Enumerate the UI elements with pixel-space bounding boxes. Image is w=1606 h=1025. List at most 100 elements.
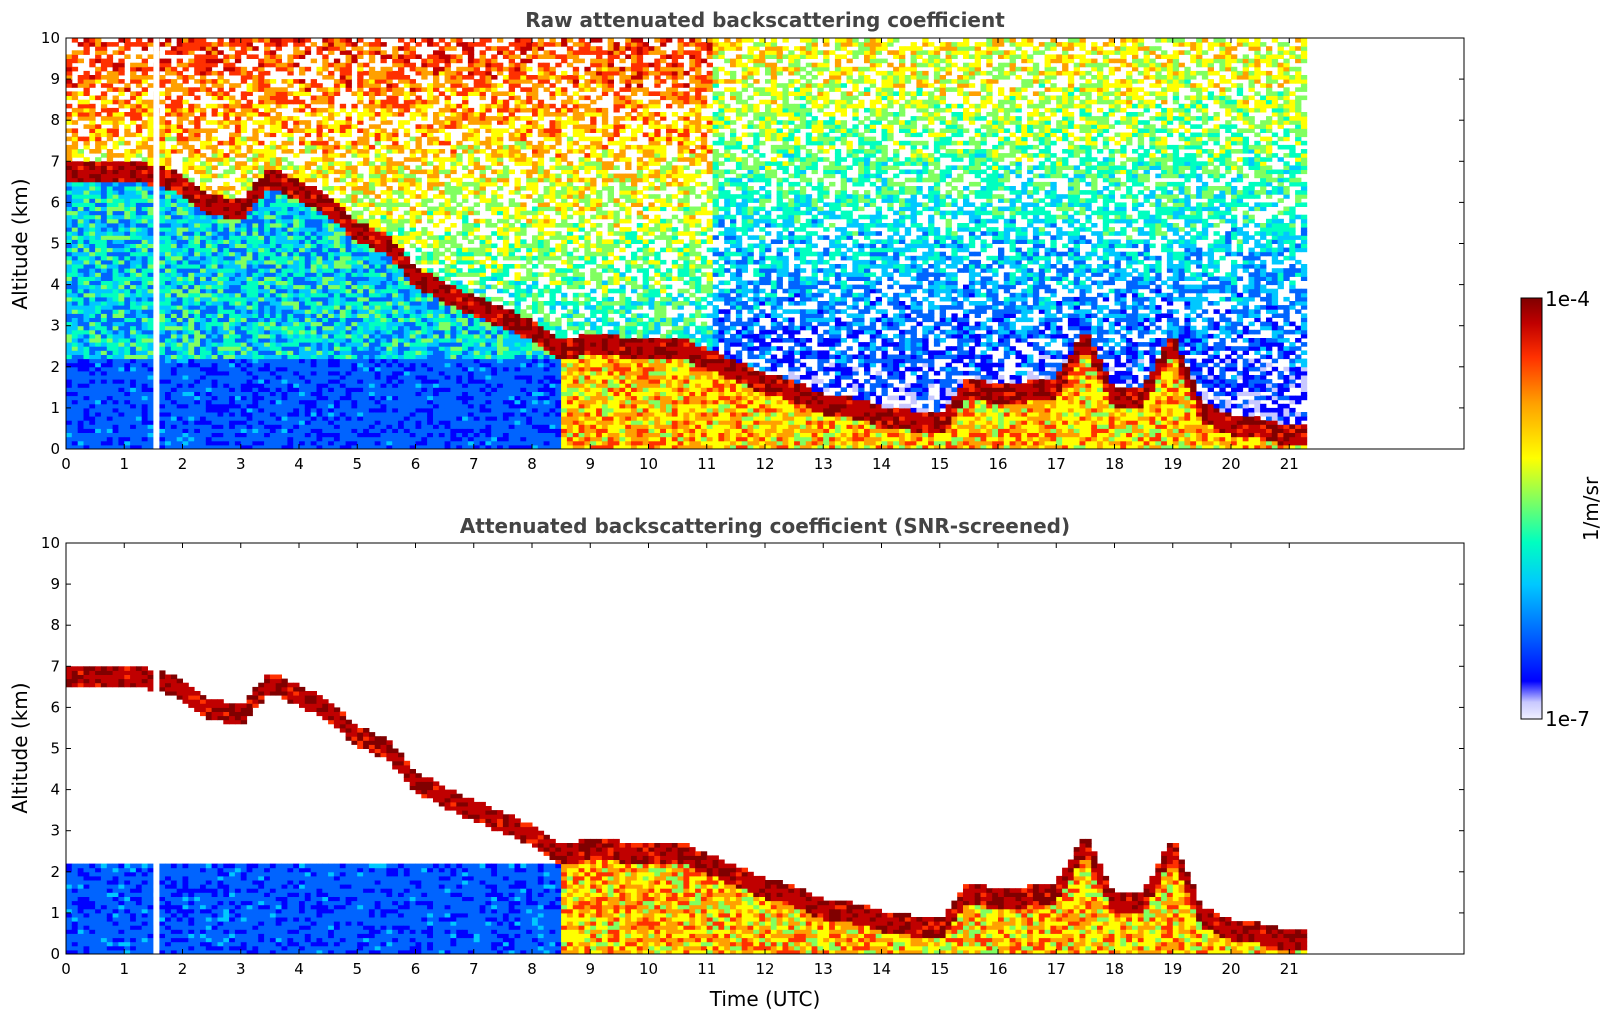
heatmap-cell (310, 235, 317, 240)
heatmap-cell (316, 296, 323, 302)
heatmap-cell (141, 136, 148, 142)
heatmap-cell (310, 173, 317, 179)
heatmap-cell (275, 428, 282, 433)
heatmap-cell (200, 214, 207, 220)
heatmap-cell (363, 235, 370, 240)
heatmap-cell (234, 165, 242, 170)
heatmap-cell (176, 333, 183, 339)
heatmap-cell (182, 387, 189, 392)
heatmap-cell (176, 317, 183, 323)
heatmap-cell (269, 91, 277, 96)
heatmap-cell (130, 227, 137, 232)
heatmap-cell (77, 428, 84, 433)
heatmap-cell (333, 177, 341, 183)
heatmap-cell (322, 354, 329, 360)
heatmap-cell (135, 112, 143, 117)
heatmap-cell (357, 128, 364, 133)
heatmap-cell (118, 227, 125, 232)
heatmap-cell (95, 375, 102, 380)
heatmap-cell (386, 362, 393, 368)
heatmap-cell (182, 235, 189, 240)
heatmap-cell (112, 198, 119, 203)
heatmap-cell (141, 218, 148, 224)
heatmap-cell (287, 395, 294, 401)
heatmap-cell (118, 243, 125, 249)
heatmap-cell (106, 264, 114, 269)
heatmap-cell (304, 243, 312, 249)
heatmap-cell (95, 338, 102, 343)
heatmap-cell (351, 190, 358, 195)
heatmap-cell (316, 391, 323, 397)
heatmap-cell (234, 223, 242, 228)
heatmap-cell (392, 432, 399, 438)
heatmap-cell (170, 325, 178, 331)
heatmap-cell (287, 259, 294, 265)
heatmap-cell (182, 403, 189, 409)
heatmap-cell (205, 136, 213, 142)
heatmap-cell (374, 399, 381, 405)
heatmap-cell (147, 239, 154, 244)
heatmap-cell (293, 416, 300, 421)
heatmap-cell (170, 227, 178, 232)
heatmap-cell (217, 305, 224, 310)
heatmap-cell (165, 165, 172, 170)
heatmap-cell (258, 157, 265, 162)
heatmap-cell (147, 251, 154, 257)
heatmap-cell (234, 124, 242, 129)
heatmap-cell (287, 54, 294, 59)
heatmap-cell (275, 124, 282, 129)
heatmap-cell (374, 177, 381, 183)
heatmap-cell (66, 346, 73, 351)
heatmap-cell (345, 333, 352, 339)
heatmap-cell (71, 136, 79, 142)
heatmap-cell (363, 136, 370, 142)
heatmap-cell (170, 412, 178, 417)
heatmap-cell (100, 58, 108, 64)
heatmap-cell (200, 354, 207, 360)
heatmap-cell (211, 223, 218, 228)
heatmap-cell (386, 227, 393, 232)
heatmap-cell (83, 259, 90, 265)
heatmap-cell (351, 333, 358, 339)
heatmap-cell (252, 280, 259, 286)
heatmap-cell (124, 379, 131, 384)
heatmap-cell (310, 301, 317, 306)
heatmap-cell (322, 342, 329, 347)
heatmap-cell (368, 292, 376, 298)
heatmap-cell (112, 239, 119, 244)
heatmap-cell (380, 317, 387, 323)
heatmap-cell (66, 214, 73, 220)
heatmap-cell (188, 354, 195, 360)
heatmap-cell (77, 231, 84, 236)
heatmap-cell (240, 375, 248, 380)
heatmap-cell (95, 284, 102, 290)
heatmap-cell (380, 259, 387, 265)
heatmap-cell (304, 366, 312, 372)
heatmap-cell (182, 338, 189, 343)
heatmap-cell (264, 54, 271, 59)
heatmap-cell (176, 227, 183, 232)
heatmap-cell (223, 259, 230, 265)
heatmap-cell (363, 313, 370, 318)
heatmap-cell (200, 202, 207, 207)
heatmap-cell (83, 420, 90, 425)
heatmap-cell (100, 391, 108, 397)
heatmap-cell (264, 354, 271, 360)
heatmap-cell (77, 321, 84, 327)
heatmap-cell (200, 403, 207, 409)
heatmap-cell (176, 268, 183, 273)
heatmap-cell (165, 387, 172, 392)
heatmap-cell (258, 206, 265, 212)
heatmap-cell (380, 272, 387, 277)
heatmap-cell (89, 218, 96, 224)
heatmap-cell (147, 75, 154, 80)
heatmap-cell (182, 87, 189, 92)
heatmap-cell (345, 288, 352, 294)
heatmap-cell (368, 132, 376, 138)
heatmap-cell (316, 424, 323, 429)
heatmap-cell (141, 243, 148, 249)
heatmap-cell (176, 247, 183, 253)
heatmap-cell (264, 255, 271, 261)
heatmap-cell (147, 309, 154, 314)
heatmap-cell (363, 103, 370, 109)
